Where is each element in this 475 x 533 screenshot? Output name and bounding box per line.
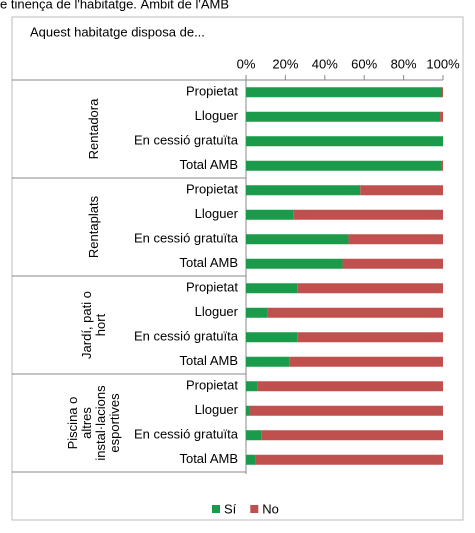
y-tick-label: Propietat <box>186 378 238 393</box>
bar-segment <box>246 307 268 318</box>
group-label-line: esportives <box>107 393 122 453</box>
x-tick-label: 40% <box>312 56 338 71</box>
bar-segment <box>246 87 443 98</box>
bar-segment <box>246 160 442 171</box>
bar-segment <box>440 111 443 122</box>
y-tick-label: Total AMB <box>179 353 238 368</box>
group-label: Jardí, pati ohort <box>79 291 108 359</box>
bar-segment <box>441 160 443 171</box>
y-tick-label: Lloguer <box>195 304 239 319</box>
y-tick-label: Total AMB <box>179 255 238 270</box>
y-tick-label: En cessió gratuïta <box>134 329 239 344</box>
group-label-line: instal·lacions <box>93 385 108 461</box>
bar-segment <box>246 234 349 245</box>
legend-swatch <box>250 505 259 513</box>
bar-segment <box>246 283 298 294</box>
y-tick-label: Propietat <box>186 182 238 197</box>
bar-segment <box>342 258 443 269</box>
x-tick-label: 100% <box>426 56 460 71</box>
bar-segment <box>255 454 443 465</box>
group-label: Rentadora <box>86 98 101 159</box>
bar-segment <box>246 381 258 392</box>
x-tick-label: 0% <box>237 56 256 71</box>
bar-segment <box>246 111 441 122</box>
bar-segment <box>293 209 443 220</box>
y-tick-label: Propietat <box>186 280 238 295</box>
group-label-line: hort <box>93 313 108 336</box>
group-label-line: altres <box>79 407 94 439</box>
group-label-line: Rentaplats <box>86 195 101 258</box>
bar-segment <box>442 87 443 98</box>
legend-label: Sí <box>224 501 237 516</box>
bar-segment <box>360 185 443 196</box>
bar-segment <box>246 258 343 269</box>
bar-segment <box>297 332 443 343</box>
x-tick-label: 80% <box>391 56 417 71</box>
y-tick-label: Lloguer <box>195 108 239 123</box>
group-label: Rentaplats <box>86 195 101 258</box>
y-tick-label: En cessió gratuïta <box>134 231 239 246</box>
x-tick-label: 60% <box>351 56 377 71</box>
y-tick-label: Total AMB <box>179 157 238 172</box>
bar-segment <box>246 185 361 196</box>
group-label: Piscina oaltresinstal·lacionsesportives <box>65 385 122 461</box>
bar-segment <box>246 332 298 343</box>
group-label-line: Rentadora <box>86 98 101 159</box>
y-tick-label: Lloguer <box>195 206 239 221</box>
chart-subtitle: Aquest habitatge disposa de... <box>30 24 205 39</box>
bar-segment <box>261 430 443 441</box>
y-tick-label: Propietat <box>186 84 238 99</box>
bar-segment <box>297 283 443 294</box>
y-tick-label: Lloguer <box>195 402 239 417</box>
legend-swatch <box>212 505 220 513</box>
y-tick-label: En cessió gratuïta <box>134 427 239 442</box>
bar-segment <box>246 405 250 416</box>
group-label-line: Jardí, pati o <box>79 291 94 359</box>
y-tick-label: Total AMB <box>179 451 238 466</box>
bar-segment <box>249 405 443 416</box>
bar-segment <box>246 136 443 147</box>
bar-segment <box>289 356 443 367</box>
bar-segment <box>246 209 294 220</box>
bar-segment <box>246 454 256 465</box>
bar-segment <box>257 381 443 392</box>
bar-segment <box>246 356 290 367</box>
bar-segment <box>267 307 443 318</box>
bar-segment <box>246 430 262 441</box>
y-tick-label: En cessió gratuïta <box>134 133 239 148</box>
legend-label: No <box>262 501 279 516</box>
x-tick-label: 20% <box>272 56 298 71</box>
bar-segment <box>348 234 443 245</box>
chart-title: e tinença de l'habitatge. Àmbit de l'AMB <box>0 0 229 11</box>
group-label-line: Piscina o <box>65 397 80 450</box>
chart-frame <box>11 16 464 521</box>
